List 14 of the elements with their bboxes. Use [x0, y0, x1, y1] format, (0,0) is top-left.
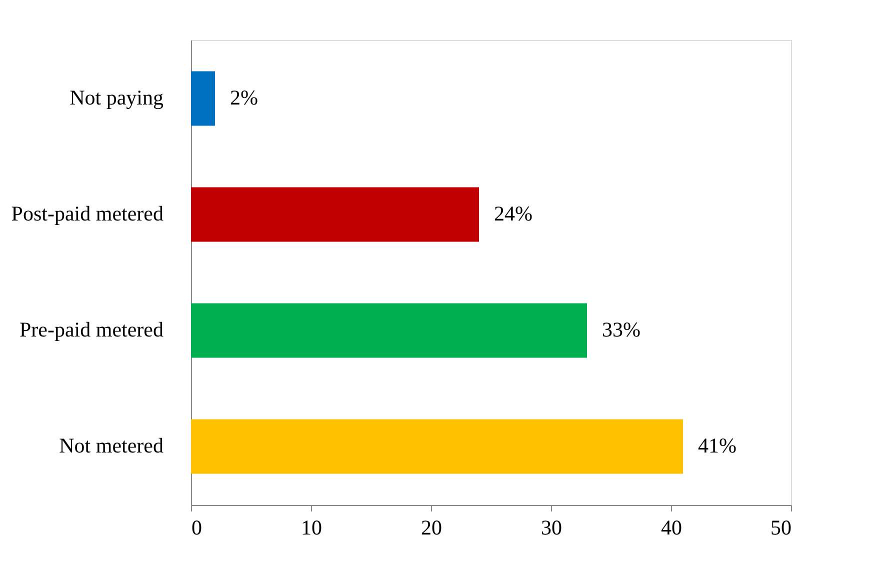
- y-tick-label: Pre-paid metered: [19, 317, 164, 342]
- data-label: 33%: [602, 317, 640, 342]
- x-tick-label: 30: [541, 516, 562, 540]
- data-label: 2%: [230, 86, 258, 110]
- x-tick-label: 0: [192, 516, 202, 540]
- data-label: 41%: [698, 433, 736, 458]
- x-tick-label: 50: [770, 516, 792, 540]
- y-tick-label: Not paying: [70, 86, 164, 110]
- x-tick-label: 20: [421, 516, 442, 540]
- y-tick-label: Not metered: [59, 433, 164, 458]
- x-tick-label: 10: [301, 516, 322, 540]
- x-tick-label: 40: [661, 516, 682, 540]
- data-label: 24%: [494, 202, 532, 226]
- y-tick-label: Post-paid metered: [11, 202, 164, 226]
